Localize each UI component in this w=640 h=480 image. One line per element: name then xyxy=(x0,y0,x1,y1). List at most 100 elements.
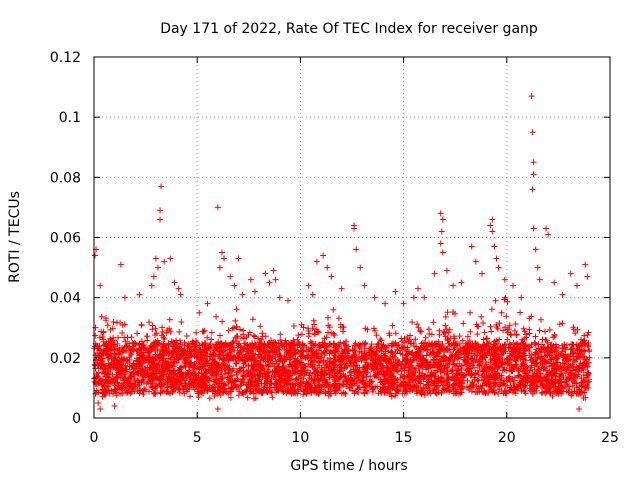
x-tick-label: 5 xyxy=(193,430,202,446)
data-point xyxy=(529,186,536,193)
data-point xyxy=(272,276,279,283)
data-point xyxy=(117,261,124,268)
data-point xyxy=(309,291,316,298)
data-point xyxy=(468,243,475,250)
data-point xyxy=(530,159,537,166)
data-point xyxy=(157,216,164,223)
data-point xyxy=(357,264,364,271)
data-point xyxy=(495,264,502,271)
data-point xyxy=(532,246,539,253)
data-point xyxy=(530,225,537,232)
data-point xyxy=(167,255,174,262)
data-point xyxy=(227,273,234,280)
data-point xyxy=(121,294,128,301)
x-axis-label: GPS time / hours xyxy=(290,458,407,474)
data-point xyxy=(251,288,258,295)
y-tick-label: 0.06 xyxy=(50,231,81,247)
data-point xyxy=(489,228,496,235)
scatter-points-dense xyxy=(91,294,593,402)
data-point xyxy=(231,282,238,289)
data-point xyxy=(158,183,165,190)
data-point xyxy=(216,264,223,271)
data-point xyxy=(543,225,550,232)
data-point xyxy=(458,279,465,286)
data-point xyxy=(489,216,496,223)
y-tick-label: 0.04 xyxy=(50,291,81,307)
data-point xyxy=(450,282,457,289)
data-point xyxy=(175,285,182,292)
data-point xyxy=(152,255,159,262)
data-point xyxy=(262,270,269,277)
data-point xyxy=(536,276,543,283)
data-point xyxy=(214,204,221,211)
x-tick-label: 25 xyxy=(601,430,619,446)
data-point xyxy=(576,405,583,412)
data-point xyxy=(439,249,446,256)
data-point xyxy=(324,264,331,271)
data-point xyxy=(161,258,168,265)
x-tick-label: 0 xyxy=(90,430,99,446)
data-point xyxy=(491,243,498,250)
y-axis-label: ROTI / TECUs xyxy=(7,191,23,283)
data-point xyxy=(285,297,292,304)
data-point xyxy=(266,279,273,286)
data-point xyxy=(148,282,155,289)
data-point xyxy=(97,282,104,289)
data-point xyxy=(528,93,535,100)
chart-title: Day 171 of 2022, Rate Of TEC Index for r… xyxy=(160,21,538,37)
data-point xyxy=(235,255,242,262)
data-point xyxy=(509,282,516,289)
data-point xyxy=(221,255,228,262)
data-point xyxy=(421,294,428,301)
y-tick-label: 0 xyxy=(72,411,81,427)
data-point xyxy=(97,405,104,412)
data-point xyxy=(443,267,450,274)
data-point xyxy=(218,249,225,256)
y-tick-label: 0.12 xyxy=(50,50,81,66)
data-point xyxy=(371,294,378,301)
data-point xyxy=(154,264,161,271)
data-point xyxy=(584,273,591,280)
data-point xyxy=(353,246,360,253)
data-point xyxy=(437,210,444,217)
x-tick-label: 20 xyxy=(498,430,516,446)
data-point xyxy=(559,291,566,298)
data-point xyxy=(573,282,580,289)
x-tick-label: 15 xyxy=(395,430,413,446)
data-point xyxy=(487,222,494,229)
data-point xyxy=(171,279,178,286)
data-point xyxy=(305,282,312,289)
data-point xyxy=(545,231,552,238)
data-point xyxy=(400,300,407,307)
data-point xyxy=(92,252,99,259)
data-point xyxy=(382,300,389,307)
data-point xyxy=(410,294,417,301)
data-point xyxy=(177,291,184,298)
data-point xyxy=(196,309,203,316)
data-point xyxy=(313,258,320,265)
data-point xyxy=(214,405,221,412)
data-point xyxy=(431,270,438,277)
y-tick-label: 0.08 xyxy=(50,170,81,186)
y-tick-label: 0.02 xyxy=(50,351,81,367)
data-point xyxy=(530,171,537,178)
data-point xyxy=(111,402,118,409)
data-point xyxy=(567,270,574,277)
data-point xyxy=(276,294,283,301)
data-point xyxy=(472,258,479,265)
data-point xyxy=(157,207,164,214)
data-point xyxy=(392,288,399,295)
data-point xyxy=(518,294,525,301)
x-tick-label: 10 xyxy=(291,430,309,446)
data-point xyxy=(338,285,345,292)
data-point xyxy=(328,273,335,280)
data-point xyxy=(501,276,508,283)
data-point xyxy=(361,282,368,289)
data-point xyxy=(136,291,143,298)
data-point xyxy=(438,228,445,235)
data-point xyxy=(582,261,589,268)
data-point xyxy=(479,270,486,277)
data-point xyxy=(439,216,446,223)
data-point xyxy=(351,225,358,232)
